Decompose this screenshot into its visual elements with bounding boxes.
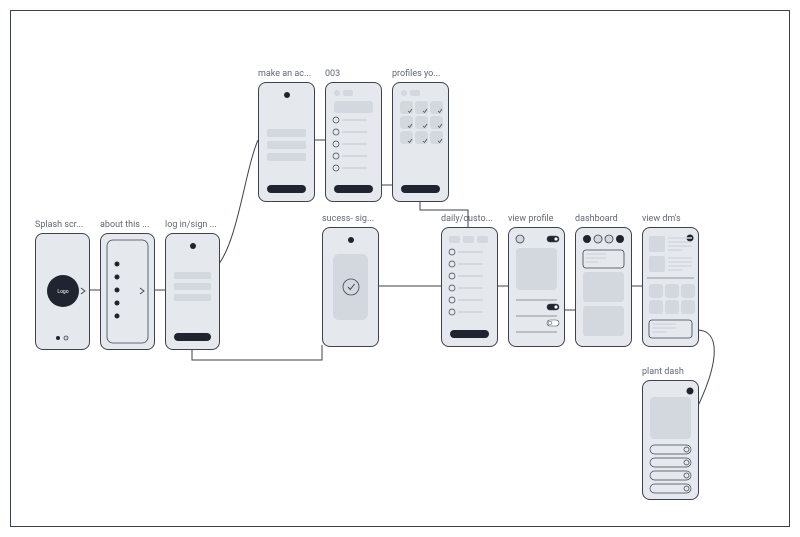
screen-content-success [323,228,378,346]
screen-profiles[interactable] [392,82,449,202]
screen-content-plantdash [643,381,698,499]
screen-daily[interactable] [441,227,498,347]
screen-label-profiles: profiles yo... [392,69,440,79]
screen-label-success: sucess- sig... [322,214,374,224]
screen-label-s003: 003 [325,69,340,79]
screen-success[interactable] [322,227,379,347]
screen-content-viewprof [509,228,564,346]
screen-content-about [101,234,154,349]
screen-label-login: log in/sign ... [165,220,217,230]
screen-label-plantdash: plant dash [642,367,684,377]
screen-label-viewprof: view profile [508,214,553,224]
edge-login-to-makeacct [218,140,258,265]
screen-content-splash: Logo [36,234,89,349]
screen-label-daily: daily/custo... [441,214,493,224]
screen-makeacct[interactable] [258,82,315,202]
screen-login[interactable] [165,233,220,350]
screen-label-dashboard: dashboard [575,214,618,224]
screen-content-login [166,234,219,349]
screen-label-viewdms: view dm's [642,214,681,224]
screen-content-daily [442,228,497,346]
screen-viewprof[interactable] [508,227,565,347]
screen-content-s003 [326,83,381,201]
screen-label-about: about this ... [100,220,149,230]
screen-dashboard[interactable] [575,227,632,347]
screen-content-viewdms [643,228,698,346]
edge-viewdms-to-plantdash [697,330,714,408]
screen-content-makeacct [259,83,314,201]
screen-label-makeacct: make an ac... [258,69,311,79]
screen-plantdash[interactable] [642,380,699,500]
screen-s003[interactable] [325,82,382,202]
flow-stage: Splash scr... Logo about this ... log in/si… [0,0,800,537]
screen-viewdms[interactable] [642,227,699,347]
svg-text:Logo: Logo [57,289,68,295]
screen-splash[interactable]: Logo [35,233,90,350]
screen-about[interactable] [100,233,155,350]
screen-content-dashboard [576,228,631,346]
screen-label-splash: Splash scr... [35,220,83,230]
screen-content-profiles [393,83,448,201]
